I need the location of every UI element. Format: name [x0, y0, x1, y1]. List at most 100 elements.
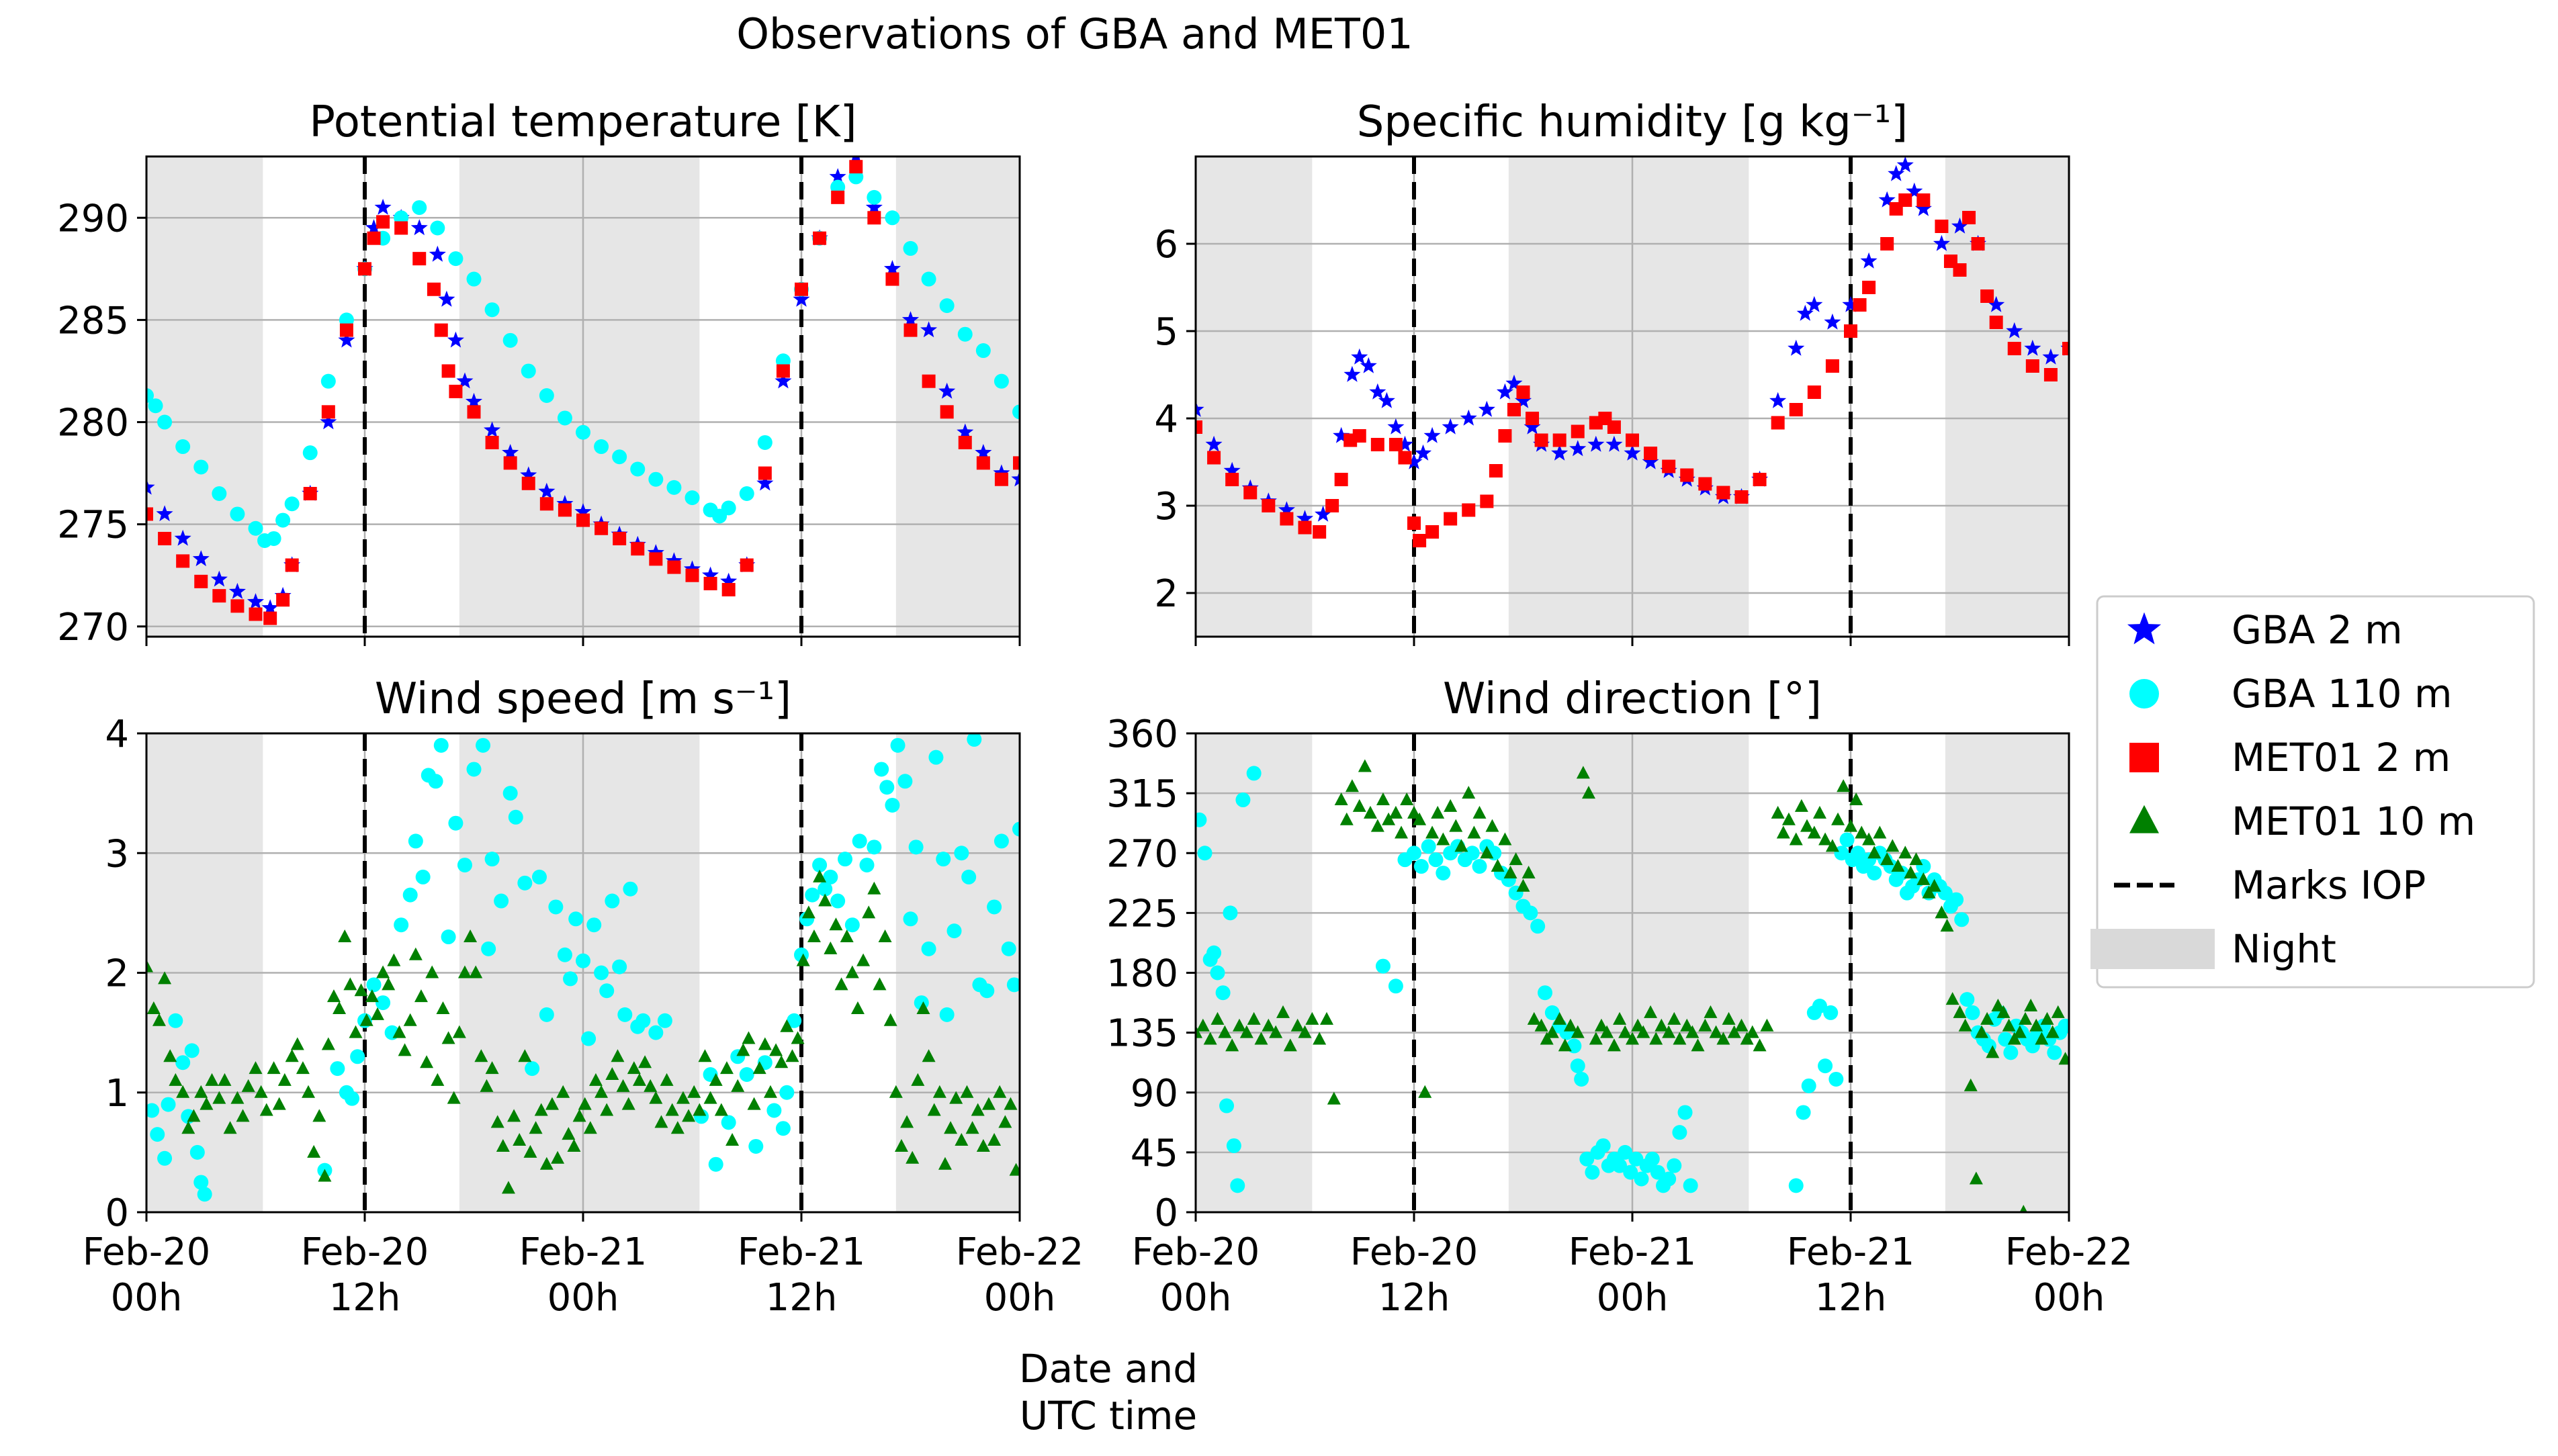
met01-10-m-point: [1004, 1097, 1018, 1110]
gba-110-m-point: [1867, 865, 1882, 880]
gba-110-m-point: [1413, 859, 1429, 874]
met01-2-m-point: [1807, 385, 1821, 399]
gba-2-m-point: [1296, 510, 1314, 527]
gba-110-m-point: [275, 512, 291, 528]
met01-10-m-point: [649, 1091, 663, 1104]
gba-110-m-point: [184, 1043, 200, 1058]
met01-10-m-point: [1862, 832, 1876, 846]
gba-2-m-point: [1351, 348, 1368, 365]
met01-10-m-point: [1618, 1025, 1632, 1038]
met01-10-m-point: [302, 1085, 316, 1098]
met01-10-m-point: [1831, 812, 1845, 825]
met01-10-m-point: [403, 1013, 417, 1026]
met01-2-m-point: [230, 599, 245, 613]
met01-10-m-point: [212, 1091, 226, 1104]
met01-10-m-point: [944, 1121, 958, 1134]
met01-10-m-point: [889, 1085, 903, 1098]
met01-10-m-point: [1436, 832, 1450, 846]
met01-10-m-point: [1358, 759, 1372, 772]
y-tick-label: 0: [105, 1191, 129, 1235]
gba-2-m-point: [1460, 409, 1477, 426]
met01-10-m-point: [1313, 1032, 1327, 1045]
met01-10-m-point: [349, 1025, 363, 1038]
gba-110-m-point: [1677, 1105, 1693, 1120]
met01-2-m-point: [1444, 512, 1458, 526]
gba-2-m-point: [192, 550, 210, 567]
gba-110-m-point: [539, 388, 554, 403]
panel-title: Potential temperature [K]: [309, 97, 856, 147]
met01-10-m-point: [1540, 1032, 1554, 1045]
y-tick-label: 315: [1106, 772, 1178, 816]
gba-110-m-point: [721, 500, 736, 516]
gba-110-m-point: [939, 1007, 955, 1022]
met01-10-m-point: [1825, 839, 1839, 852]
met01-10-m-point: [665, 1103, 679, 1116]
met01-10-m-point: [490, 1115, 504, 1128]
met01-10-m-point: [1673, 1032, 1687, 1045]
met01-10-m-point: [780, 1019, 794, 1032]
panel-title: Wind direction [°]: [1443, 674, 1822, 724]
panel-3: 01234Feb-2000hFeb-2012hFeb-2100hFeb-2112…: [83, 674, 1084, 1320]
gba-110-m-point: [1796, 1105, 1811, 1120]
gba-2-m-point: [938, 382, 956, 399]
met01-10-m-point: [1269, 1025, 1283, 1038]
met01-10-m-point: [205, 1073, 219, 1086]
gba-110-m-point: [157, 414, 173, 430]
gba-110-m-point: [1375, 958, 1391, 974]
met01-10-m-point: [719, 1061, 734, 1075]
gba-110-m-point: [415, 869, 431, 884]
gba-110-m-point: [766, 1103, 782, 1118]
met01-2-m-point: [776, 364, 790, 378]
met01-2-m-point: [976, 456, 990, 470]
gba-110-m-point: [402, 887, 418, 903]
met01-2-m-point: [1498, 429, 1512, 443]
met01-10-m-point: [1953, 1005, 1967, 1018]
met01-10-m-point: [1444, 799, 1458, 812]
x-tick-label-day: Feb-21: [1787, 1230, 1915, 1274]
met01-10-m-point: [922, 1049, 936, 1062]
gba-110-m-point: [994, 833, 1009, 849]
met01-2-m-point: [613, 531, 627, 545]
gba-110-m-point: [635, 1013, 651, 1028]
met01-10-m-point: [1855, 825, 1869, 839]
gba-2-m-point: [1988, 295, 2005, 312]
met01-2-m-point: [994, 472, 1008, 486]
met01-10-m-point: [621, 1097, 635, 1110]
met01-2-m-point: [1935, 220, 1949, 233]
gba-110-m-point: [525, 1061, 540, 1077]
met01-10-m-point: [960, 1085, 974, 1098]
met01-10-m-point: [2007, 1032, 2021, 1045]
met01-10-m-point: [829, 917, 843, 931]
gba-110-m-point: [1388, 979, 1403, 994]
gba-110-m-point: [576, 424, 590, 440]
legend-label: Marks IOP: [2232, 862, 2426, 908]
met01-10-m-point: [2019, 1205, 2028, 1212]
met01-2-m-point: [376, 215, 390, 229]
x-tick-label-hour: 00h: [984, 1276, 1056, 1320]
x-tick-label-hour: 00h: [111, 1276, 183, 1320]
gba-110-m-point: [212, 486, 227, 502]
gba-110-m-point: [1818, 1058, 1833, 1074]
gba-110-m-point: [548, 899, 564, 915]
gba-110-m-point: [830, 893, 846, 909]
met01-10-m-point: [638, 1055, 652, 1068]
legend-label: MET01 10 m: [2232, 799, 2475, 844]
met01-2-m-point: [594, 521, 609, 535]
met01-2-m-point: [1989, 316, 2003, 329]
met01-10-m-point: [824, 941, 838, 954]
met01-10-m-point: [682, 1109, 696, 1122]
met01-2-m-point: [703, 576, 717, 590]
met01-10-m-point: [1290, 1018, 1305, 1032]
gba-2-m-point: [1478, 400, 1495, 417]
met01-10-m-point: [254, 1085, 268, 1098]
gba-110-m-point: [563, 971, 578, 987]
met01-2-m-point: [1644, 447, 1658, 460]
gba-110-m-point: [586, 917, 602, 933]
gba-110-m-point: [502, 786, 518, 801]
met01-10-m-point: [1794, 799, 1808, 812]
met01-2-m-point: [1325, 499, 1339, 512]
gba-110-m-point: [1628, 1151, 1644, 1167]
met01-10-m-point: [223, 1121, 237, 1134]
met01-10-m-point: [981, 1097, 996, 1110]
